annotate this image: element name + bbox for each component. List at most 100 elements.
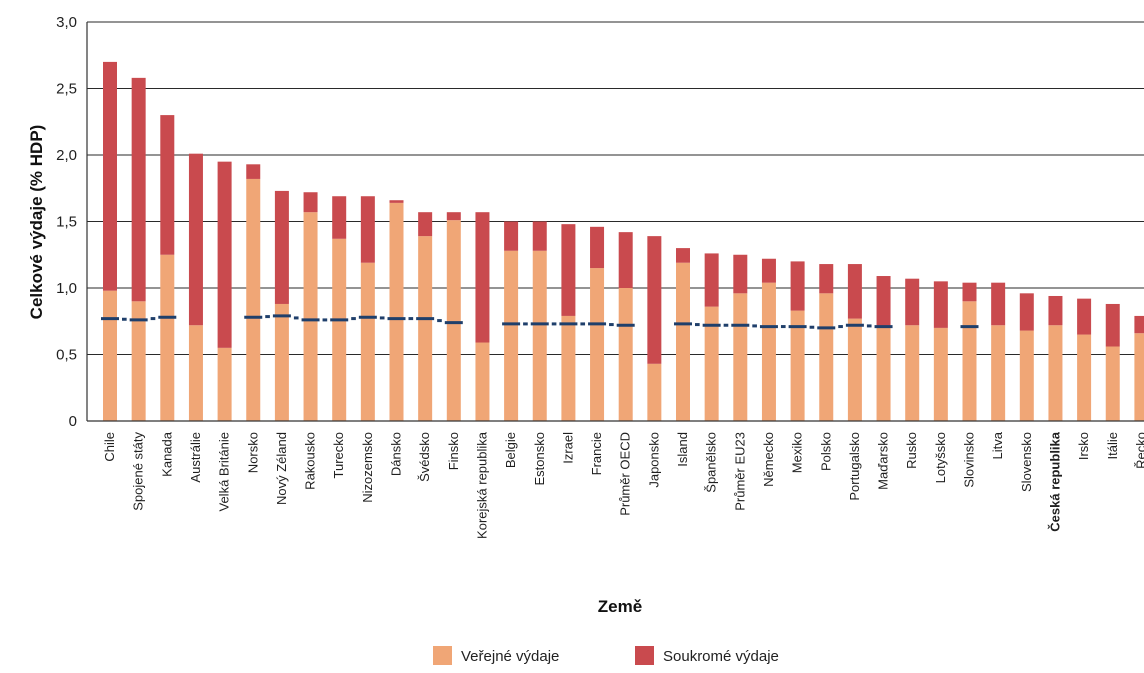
bar-public [504, 250, 519, 421]
bar-private [676, 248, 690, 263]
y-tick-label: 1,0 [56, 280, 77, 297]
x-tick-label: Estonsko [532, 432, 547, 485]
bar-public [274, 303, 289, 421]
x-tick-label: Turecko [331, 432, 346, 478]
y-tick-label: 0 [69, 413, 77, 430]
x-tick-label: Korejská republika [474, 431, 489, 539]
bar-public [647, 363, 662, 421]
legend-label: Veřejné výdaje [461, 648, 559, 665]
bar-private [332, 196, 347, 239]
x-axis-label: Země [598, 597, 642, 616]
bar-public [188, 325, 203, 421]
bar-public [761, 282, 776, 421]
x-tick-label: Řecko [1133, 432, 1144, 469]
y-axis-ticks: 0 0,5 1,0 1,5 2,0 2,5 3,0 [56, 14, 77, 430]
bar-private [188, 153, 203, 326]
bar-private [160, 115, 175, 255]
bar-public [389, 202, 404, 421]
bar-private [962, 282, 977, 302]
y-tick-label: 0,5 [56, 347, 77, 364]
bar-private [761, 258, 776, 283]
bar-public [847, 318, 862, 421]
bars [103, 61, 1144, 421]
bar-private [360, 196, 375, 263]
x-tick-label: Francie [589, 432, 604, 475]
bar-public [962, 301, 977, 421]
bar-private [131, 77, 146, 302]
x-tick-label: Spojené státy [131, 432, 146, 511]
bar-public [933, 327, 948, 421]
bar-private [246, 164, 261, 179]
bar-private [418, 212, 433, 237]
bar-private [446, 212, 461, 221]
bar-private [103, 61, 117, 291]
bar-private [1134, 315, 1144, 334]
bar-private [819, 264, 834, 294]
bar-public [1134, 333, 1144, 421]
bar-public [217, 347, 232, 421]
y-tick-label: 2,0 [56, 147, 77, 164]
x-tick-label: Lotyšsko [933, 432, 948, 483]
x-tick-label: Irsko [1076, 432, 1091, 460]
legend-label: Soukromé výdaje [663, 648, 779, 665]
bar-private [504, 221, 519, 251]
x-tick-label: Nový Zéland [274, 432, 289, 505]
bar-public [676, 262, 690, 421]
x-tick-label: Česká republika [1047, 431, 1062, 531]
bar-private [590, 226, 605, 269]
bar-public [475, 342, 490, 421]
bar-public [1105, 346, 1120, 421]
bar-public [819, 293, 834, 421]
bar-public [131, 301, 146, 421]
x-tick-label: Nizozemsko [360, 432, 375, 503]
legend: Veřejné výdaje Soukromé výdaje [433, 646, 779, 665]
bar-private [704, 253, 719, 307]
y-tick-label: 1,5 [56, 214, 77, 231]
bar-private [847, 264, 862, 319]
bar-public [561, 315, 576, 421]
bar-private [1019, 293, 1034, 331]
bar-public [418, 236, 433, 421]
x-tick-label: Finsko [446, 432, 461, 470]
bar-public [590, 268, 605, 421]
x-tick-label: Litva [990, 431, 1005, 459]
bar-public [360, 262, 375, 421]
bar-public [618, 288, 633, 421]
x-tick-label: Rakousko [303, 432, 318, 490]
x-tick-label: Itálie [1105, 432, 1120, 459]
x-tick-label: Polsko [818, 432, 833, 471]
x-tick-label: Velká Británie [217, 432, 232, 512]
legend-swatch [433, 646, 452, 665]
legend-swatch [635, 646, 654, 665]
grid-lines [87, 21, 1144, 355]
bar-private [1105, 303, 1120, 347]
x-tick-label: Průměr OECD [618, 432, 633, 516]
x-tick-label: Austrálie [188, 432, 203, 483]
bar-public [704, 306, 719, 421]
bar-public [446, 220, 461, 421]
x-tick-label: Švédsko [417, 432, 432, 482]
bar-private [790, 261, 805, 311]
x-tick-label: Španělsko [704, 432, 719, 493]
y-axis-label: Celkové výdaje (% HDP) [27, 125, 46, 320]
bar-private [217, 161, 232, 348]
bar-public [246, 178, 261, 421]
x-tick-label: Norsko [245, 432, 260, 473]
x-tick-label: Island [675, 432, 690, 467]
x-tick-label: Maďarsko [876, 432, 891, 490]
x-tick-label: Slovensko [1019, 432, 1034, 492]
y-tick-label: 3,0 [56, 14, 77, 31]
bar-private [905, 278, 920, 326]
bar-public [532, 250, 547, 421]
bar-public [303, 212, 318, 421]
x-tick-label: Chile [102, 432, 117, 462]
bar-public [1048, 325, 1063, 421]
reference-line [101, 314, 979, 330]
bar-private [991, 282, 1006, 326]
x-tick-label: Belgie [503, 432, 518, 468]
bar-public [991, 325, 1006, 421]
bar-public [1077, 334, 1092, 421]
bar-private [876, 276, 891, 327]
bar-public [733, 293, 748, 421]
